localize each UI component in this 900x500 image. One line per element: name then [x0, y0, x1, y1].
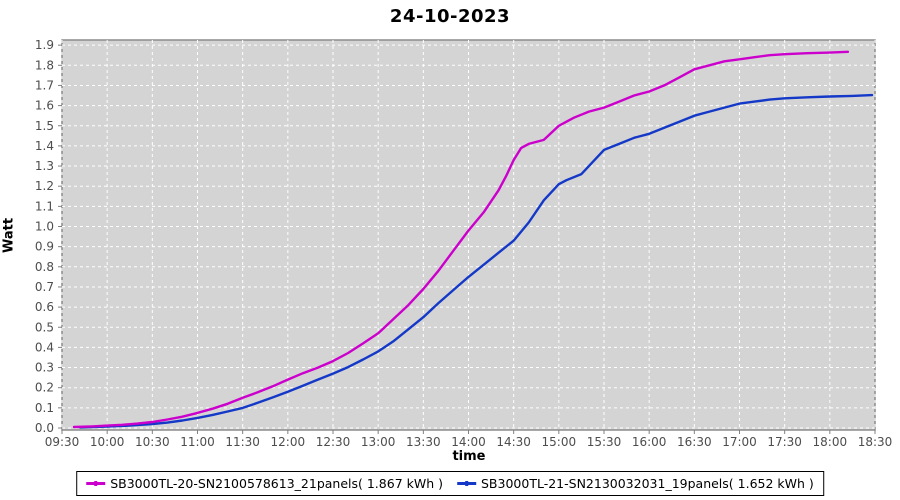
svg-text:10:30: 10:30: [135, 435, 170, 449]
svg-text:09:30: 09:30: [45, 435, 80, 449]
series-blue-swatch-icon: [457, 481, 476, 486]
svg-text:0.1: 0.1: [35, 401, 54, 415]
svg-text:1.9: 1.9: [35, 38, 54, 52]
svg-text:0.6: 0.6: [35, 300, 54, 314]
svg-text:14:30: 14:30: [496, 435, 531, 449]
axis-ticks: [58, 44, 876, 434]
svg-text:0.8: 0.8: [35, 260, 54, 274]
y-tick-labels: 0.0 0.1 0.2 0.3 0.4 0.5 0.6 0.7 0.8 0.9 1.0 1.1 1.2 1…: [35, 38, 54, 435]
y-axis-label: Watt: [1, 217, 17, 254]
legend-label-inverter-20: SB3000TL-20-SN2100578613_21panels( 1.867…: [110, 476, 443, 491]
series-magenta-swatch-icon: [86, 481, 106, 486]
svg-text:16:00: 16:00: [632, 435, 667, 449]
series-line-SB3000TL-20-SN2100578613_21panels: [72, 50, 850, 429]
svg-text:0.4: 0.4: [35, 340, 54, 354]
x-axis-label: time: [452, 449, 486, 464]
svg-text:15:30: 15:30: [587, 435, 622, 449]
svg-text:18:00: 18:00: [813, 435, 848, 449]
svg-text:1.5: 1.5: [35, 119, 54, 133]
svg-text:16:30: 16:30: [677, 435, 712, 449]
svg-text:15:00: 15:00: [542, 435, 577, 449]
svg-text:13:00: 13:00: [361, 435, 396, 449]
svg-text:0.2: 0.2: [35, 381, 54, 395]
svg-text:12:30: 12:30: [316, 435, 351, 449]
svg-text:0.0: 0.0: [35, 421, 54, 435]
svg-text:11:30: 11:30: [225, 435, 260, 449]
svg-text:1.2: 1.2: [35, 179, 54, 193]
svg-text:0.5: 0.5: [35, 320, 54, 334]
svg-text:13:30: 13:30: [406, 435, 441, 449]
svg-text:1.8: 1.8: [35, 58, 54, 72]
series-line-SB3000TL-21-SN2130032031_19panels: [78, 93, 874, 429]
x-tick-labels: 09:30 10:00 10:30 11:00 11:30 12:00 12:30 13:00…: [45, 435, 893, 449]
svg-text:1.7: 1.7: [35, 78, 54, 92]
svg-text:1.0: 1.0: [35, 220, 54, 234]
svg-text:10:00: 10:00: [90, 435, 125, 449]
svg-text:17:00: 17:00: [722, 435, 757, 449]
legend-item-inverter-20: SB3000TL-20-SN2100578613_21panels( 1.867…: [86, 476, 443, 491]
chart-title: 24-10-2023: [389, 6, 511, 27]
svg-text:1.1: 1.1: [35, 199, 54, 213]
legend: SB3000TL-20-SN2100578613_21panels( 1.867…: [76, 471, 824, 496]
svg-text:0.3: 0.3: [35, 361, 54, 375]
svg-text:14:00: 14:00: [451, 435, 486, 449]
svg-text:17:30: 17:30: [767, 435, 802, 449]
svg-text:12:00: 12:00: [271, 435, 306, 449]
svg-text:1.6: 1.6: [35, 99, 54, 113]
svg-text:0.7: 0.7: [35, 280, 54, 294]
legend-label-inverter-21: SB3000TL-21-SN2130032031_19panels( 1.652…: [481, 476, 814, 491]
svg-text:1.3: 1.3: [35, 159, 54, 173]
svg-text:0.9: 0.9: [35, 240, 54, 254]
legend-item-inverter-21: SB3000TL-21-SN2130032031_19panels( 1.652…: [457, 476, 814, 491]
gridlines: [61, 40, 876, 430]
plot-canvas: 09:30 10:00 10:30 11:00 11:30 12:00 12:30 13:00…: [35, 38, 893, 449]
svg-text:1.4: 1.4: [35, 139, 54, 153]
svg-text:11:00: 11:00: [180, 435, 215, 449]
svg-text:18:30: 18:30: [858, 435, 893, 449]
